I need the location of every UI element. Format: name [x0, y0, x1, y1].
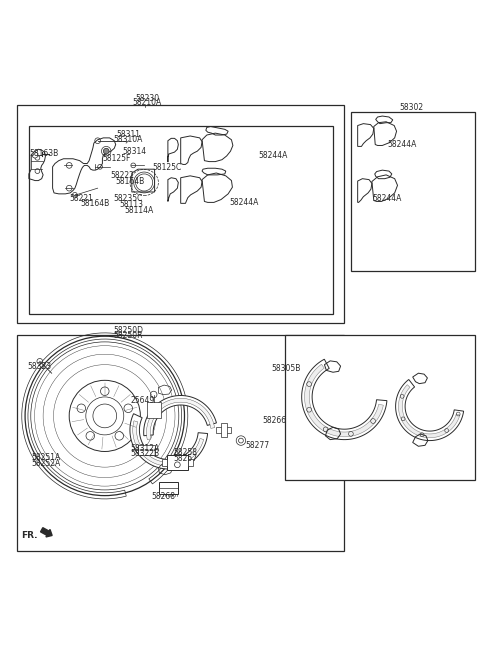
- Text: 58164B: 58164B: [80, 200, 109, 208]
- Bar: [188, 459, 192, 466]
- Text: 58268: 58268: [151, 492, 175, 501]
- Bar: [221, 424, 227, 437]
- FancyArrow shape: [40, 527, 52, 537]
- Bar: [351, 112, 475, 271]
- Text: 58305B: 58305B: [272, 364, 301, 373]
- Text: 58250R: 58250R: [114, 331, 143, 340]
- Bar: [159, 483, 179, 494]
- Text: 25649: 25649: [131, 396, 155, 405]
- Bar: [146, 402, 161, 418]
- Text: 58244A: 58244A: [229, 198, 259, 208]
- Text: 58302: 58302: [400, 103, 424, 112]
- Text: 58323: 58323: [27, 362, 51, 371]
- Text: 58311: 58311: [117, 130, 141, 139]
- Text: 58164B: 58164B: [116, 177, 145, 186]
- Text: 58310A: 58310A: [114, 135, 143, 144]
- Bar: [167, 455, 188, 469]
- Bar: [17, 105, 344, 323]
- Bar: [17, 335, 344, 551]
- Bar: [216, 427, 231, 433]
- Text: 58322B: 58322B: [130, 449, 159, 458]
- Text: 58244A: 58244A: [372, 194, 401, 203]
- Text: 58235C: 58235C: [114, 194, 143, 203]
- Polygon shape: [130, 414, 207, 469]
- Text: 58125F: 58125F: [102, 154, 131, 163]
- Bar: [29, 126, 333, 314]
- Text: 58314: 58314: [123, 147, 147, 155]
- Text: 58251A: 58251A: [31, 453, 60, 462]
- Text: 58114A: 58114A: [124, 206, 154, 215]
- Text: 58266: 58266: [263, 416, 287, 425]
- Polygon shape: [146, 399, 215, 440]
- Text: 58252A: 58252A: [31, 459, 60, 468]
- Text: 58113: 58113: [119, 200, 143, 209]
- Text: 58277: 58277: [246, 441, 270, 450]
- Polygon shape: [396, 379, 464, 441]
- Polygon shape: [301, 359, 387, 440]
- Text: 58244A: 58244A: [387, 140, 417, 149]
- Bar: [162, 459, 167, 466]
- Text: 58221: 58221: [69, 194, 93, 203]
- Polygon shape: [144, 395, 216, 436]
- Polygon shape: [398, 385, 460, 438]
- Polygon shape: [133, 421, 204, 466]
- Text: 58257: 58257: [174, 453, 198, 463]
- Bar: [137, 446, 155, 455]
- Text: 58210A: 58210A: [133, 98, 162, 107]
- Text: 58312A: 58312A: [130, 444, 159, 453]
- Bar: [285, 335, 475, 480]
- Text: FR.: FR.: [21, 531, 37, 540]
- Text: 58258: 58258: [174, 448, 198, 457]
- Text: 58244A: 58244A: [258, 151, 288, 161]
- Circle shape: [103, 148, 109, 154]
- Text: 58222: 58222: [110, 171, 134, 180]
- Text: 58163B: 58163B: [29, 149, 58, 157]
- Polygon shape: [304, 364, 384, 437]
- Text: 58230: 58230: [135, 93, 159, 102]
- Text: 58250D: 58250D: [113, 326, 144, 335]
- Text: 58125C: 58125C: [152, 163, 181, 173]
